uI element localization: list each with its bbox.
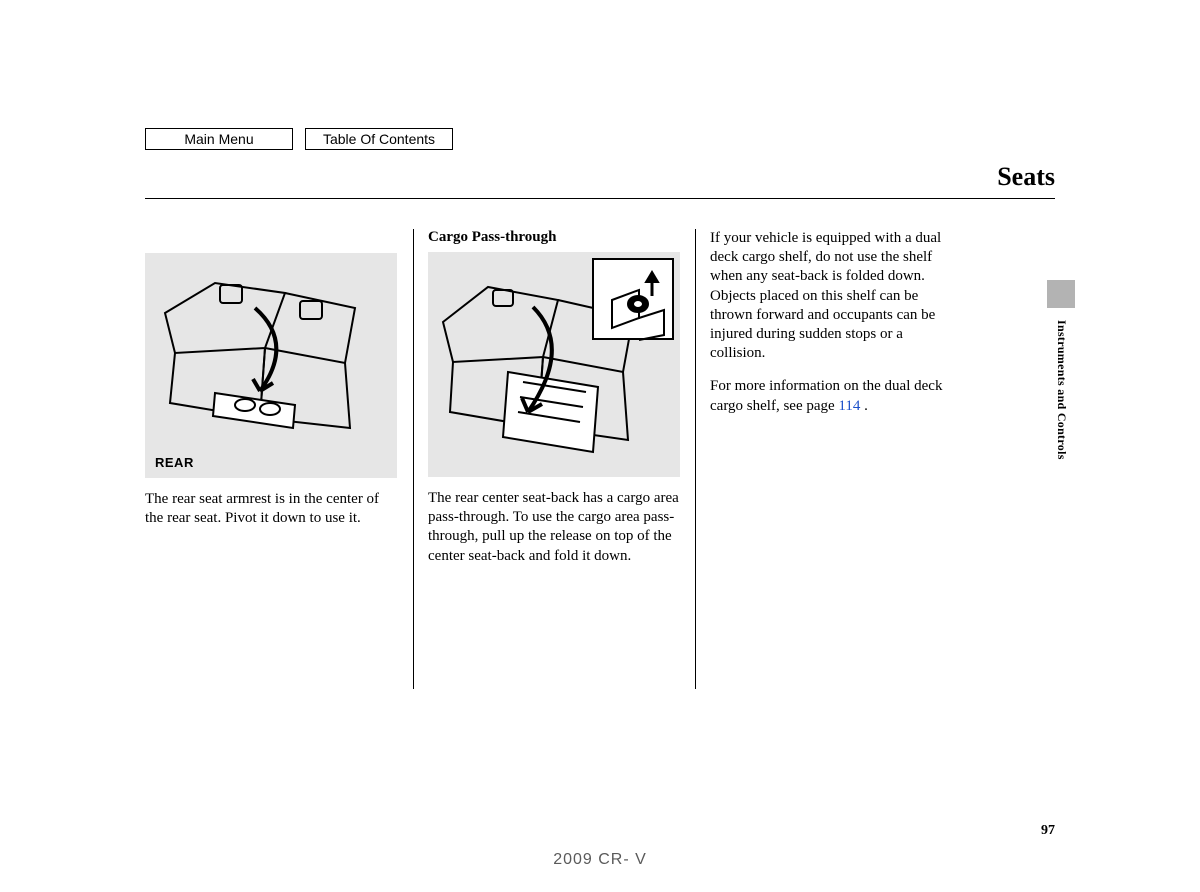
section-side-label: Instruments and Controls [1054, 320, 1069, 460]
nav-buttons: Main Menu Table Of Contents [145, 128, 1055, 150]
manual-page: Main Menu Table Of Contents Seats [145, 128, 1055, 689]
page-title: Seats [145, 162, 1055, 192]
content-columns: REAR The rear seat armrest is in the cen… [145, 229, 1055, 689]
page-number: 97 [1041, 823, 1055, 839]
column-2: Cargo Pass-through [413, 229, 695, 689]
column-3: If your vehicle is equipped with a dual … [695, 229, 975, 689]
release-inset [592, 258, 674, 340]
col3-paragraph-1: If your vehicle is equipped with a dual … [710, 229, 961, 363]
main-menu-button[interactable]: Main Menu [145, 128, 293, 150]
col1-paragraph: The rear seat armrest is in the center o… [145, 490, 399, 528]
inset-svg [594, 260, 676, 342]
col3-paragraph-2: For more information on the dual deck ca… [710, 377, 961, 415]
page-reference-link[interactable]: 114 [838, 398, 860, 414]
rear-armrest-illustration: REAR [145, 253, 397, 478]
column-1: REAR The rear seat armrest is in the cen… [145, 229, 413, 689]
footer-model: 2009 CR- V [145, 851, 1055, 869]
rear-label: REAR [155, 455, 194, 470]
cargo-passthrough-illustration [428, 252, 680, 477]
col3-text2b: . [860, 398, 868, 414]
toc-button[interactable]: Table Of Contents [305, 128, 453, 150]
col3-text2a: For more information on the dual deck ca… [710, 378, 942, 413]
section-tab [1047, 280, 1075, 308]
title-rule [145, 198, 1055, 199]
col2-paragraph: The rear center seat-back has a cargo ar… [428, 489, 681, 566]
seat-armrest-svg [145, 253, 397, 478]
cargo-subheading: Cargo Pass-through [428, 229, 681, 246]
